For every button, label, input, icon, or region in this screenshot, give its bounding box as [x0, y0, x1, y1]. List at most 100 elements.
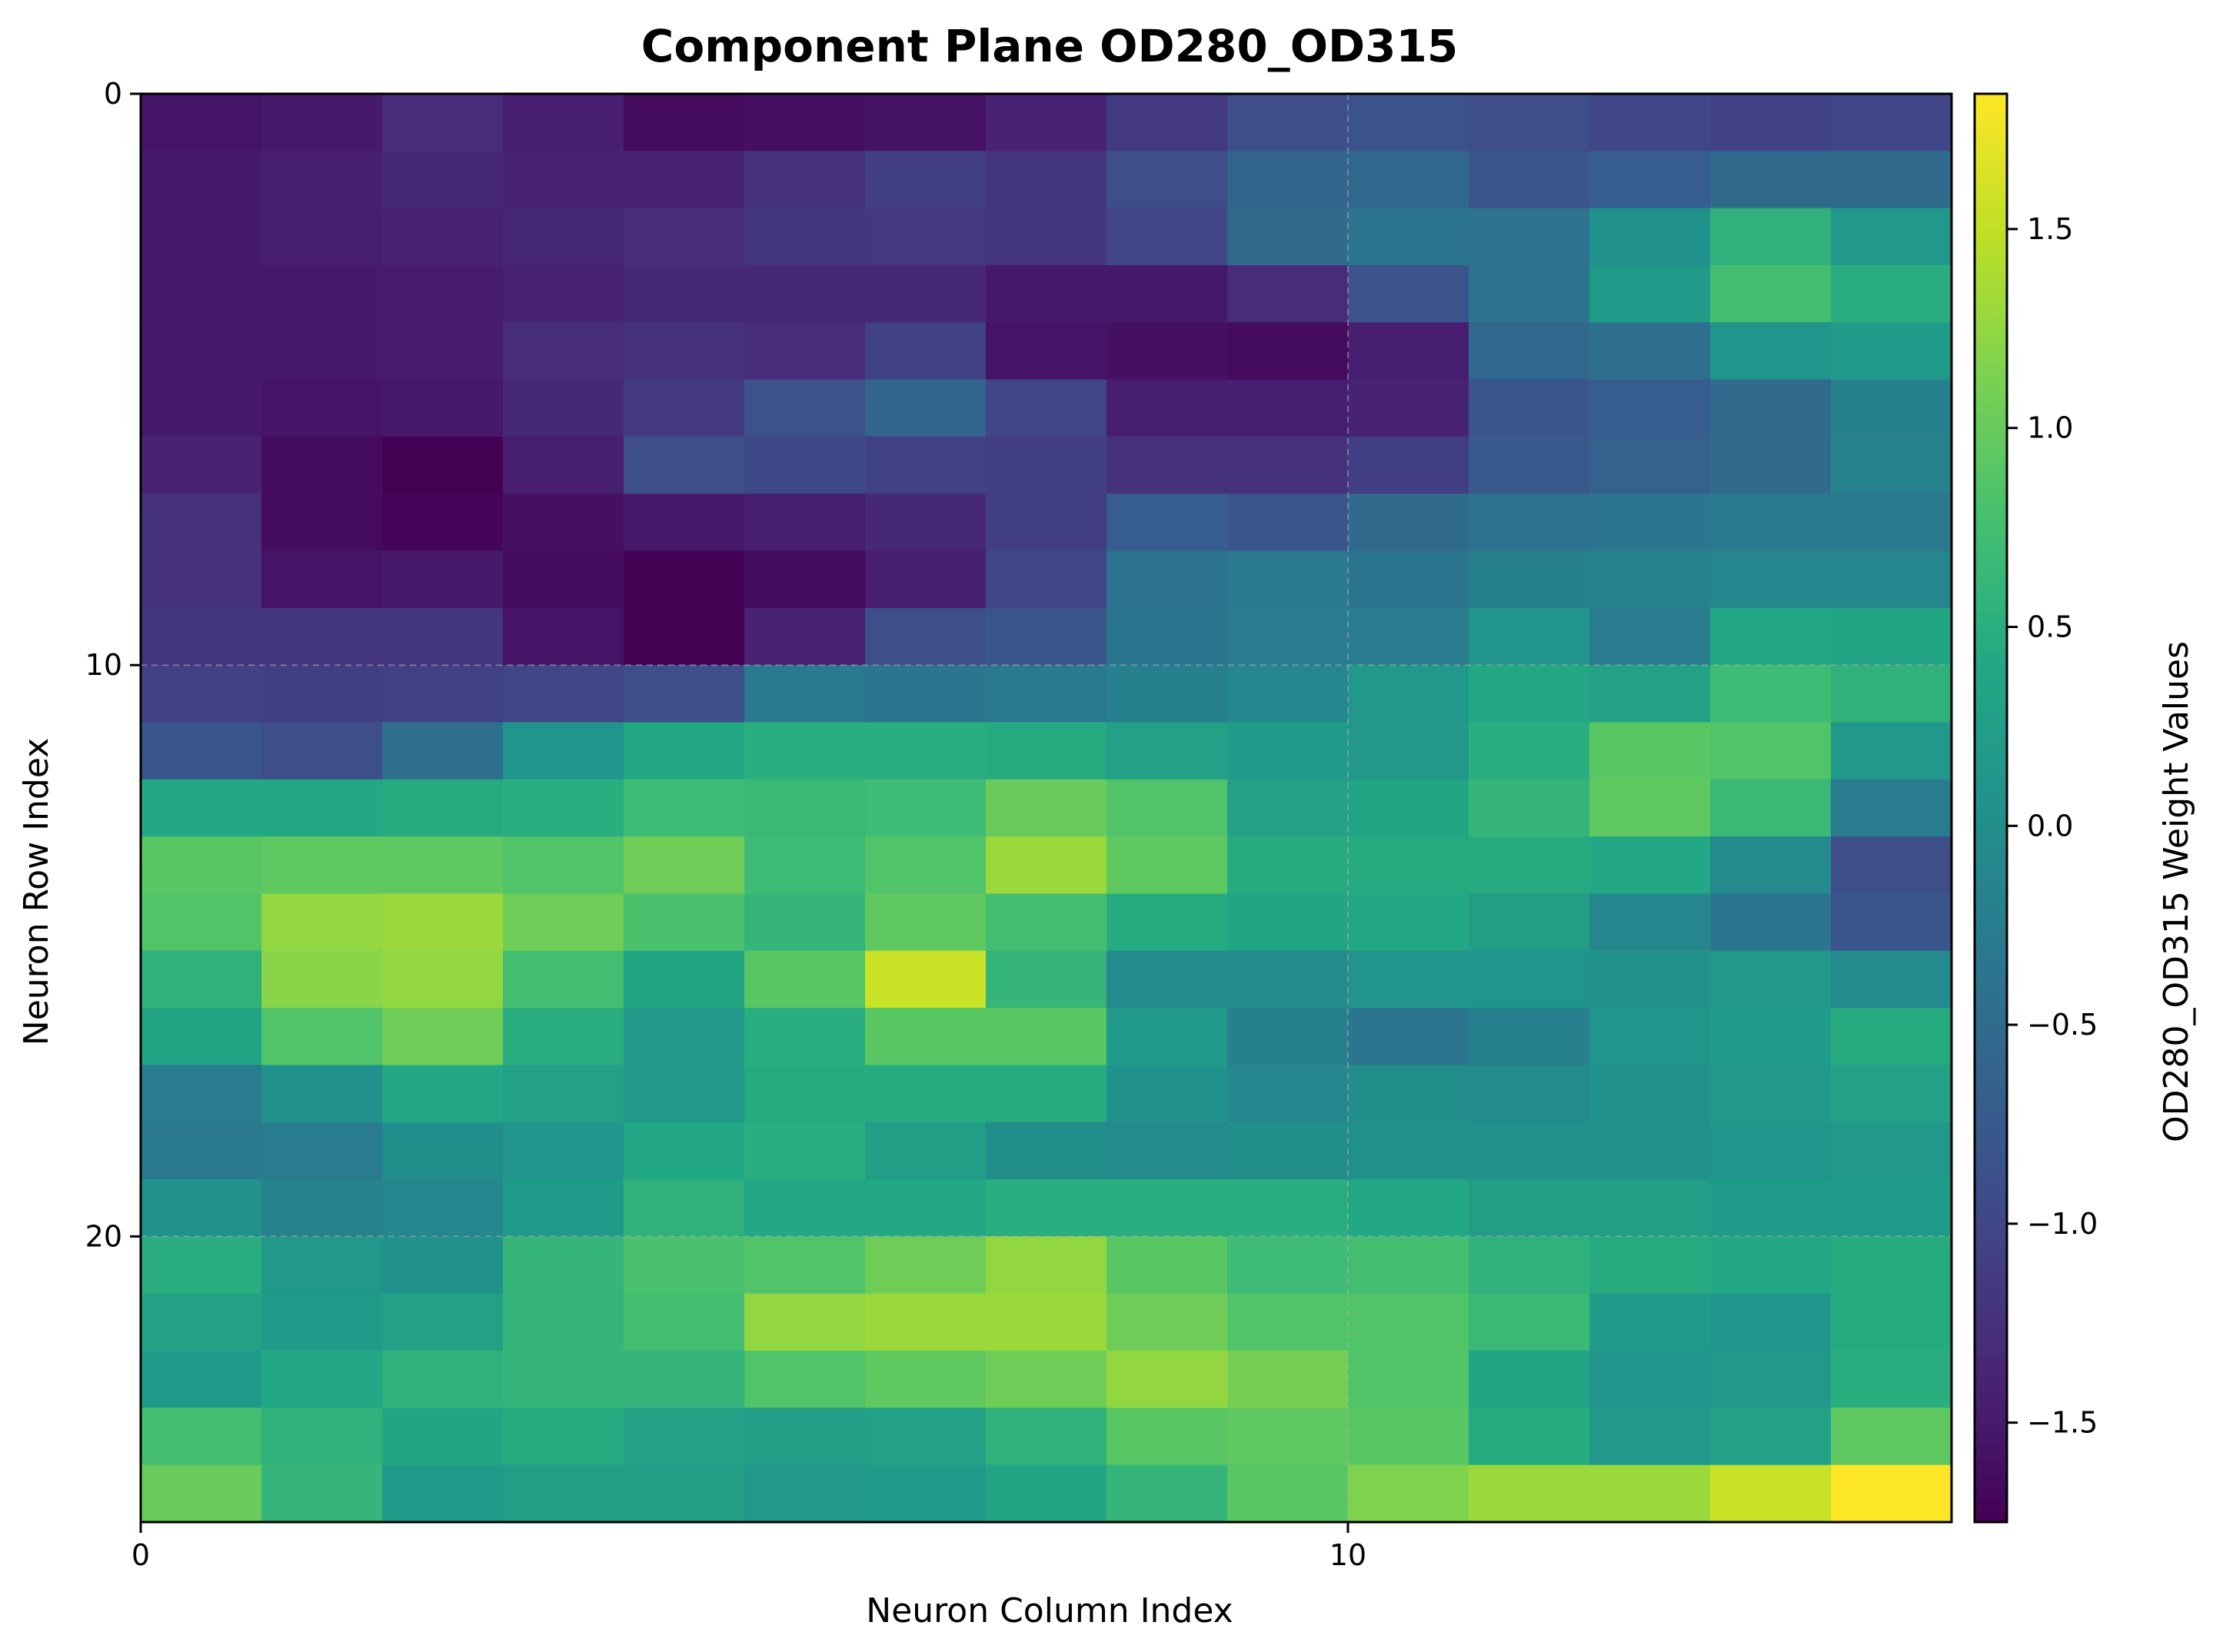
- heatmap-cell: [382, 836, 504, 895]
- heatmap-cell: [1831, 722, 1952, 780]
- heatmap-cell: [744, 1351, 866, 1408]
- heatmap-cell: [1589, 550, 1711, 609]
- heatmap-cell: [1831, 322, 1952, 381]
- heatmap-cell: [1469, 836, 1590, 895]
- heatmap-cell: [1469, 494, 1590, 552]
- heatmap-cell: [1589, 494, 1711, 552]
- heatmap-cell: [1469, 607, 1590, 666]
- heatmap-cell: [1227, 950, 1349, 1009]
- heatmap-cell: [382, 1122, 504, 1180]
- x-axis-label: Neuron Column Index: [866, 1591, 1233, 1630]
- heatmap-cell: [1107, 1236, 1228, 1295]
- heatmap-cell: [624, 1122, 745, 1180]
- heatmap-cell: [624, 1008, 745, 1066]
- heatmap-cell: [1227, 1236, 1349, 1295]
- y-axis-ticks: 0 10 20: [85, 77, 141, 1253]
- colorbar-tick-label: −0.5: [2027, 1008, 2098, 1042]
- heatmap-cell: [1469, 1008, 1590, 1066]
- heatmap-cell: [744, 1065, 866, 1123]
- heatmap-cell: [1589, 950, 1711, 1009]
- heatmap-cell: [1589, 151, 1711, 209]
- heatmap-cell: [1348, 1293, 1469, 1351]
- heatmap-cell: [382, 436, 504, 494]
- heatmap-cell: [503, 494, 624, 552]
- heatmap-cell: [1710, 1179, 1832, 1237]
- heatmap-cell: [865, 607, 987, 666]
- heatmap-cell: [1107, 893, 1228, 952]
- heatmap-cell: [382, 151, 504, 209]
- heatmap-cell: [1831, 1464, 1952, 1523]
- heatmap-cell: [141, 1351, 262, 1408]
- heatmap-cell: [1831, 1008, 1952, 1066]
- heatmap-cell: [1589, 208, 1711, 266]
- heatmap-cell: [1107, 1008, 1228, 1066]
- heatmap-cell: [1469, 94, 1590, 151]
- heatmap-cell: [1348, 779, 1469, 837]
- heatmap-cell: [865, 550, 987, 609]
- heatmap-cell: [503, 379, 624, 437]
- heatmap-cell: [1469, 379, 1590, 437]
- heatmap-cell: [1710, 1351, 1832, 1408]
- heatmap-cell: [744, 436, 866, 494]
- heatmap-cell: [1469, 722, 1590, 780]
- heatmap-cell: [141, 264, 262, 323]
- heatmap-cell: [986, 550, 1107, 609]
- colorbar-tick-label: 1.0: [2027, 411, 2073, 445]
- heatmap-cell: [1107, 151, 1228, 209]
- grid-lines: [141, 94, 1952, 1522]
- heatmap-cell: [382, 779, 504, 837]
- heatmap-cell: [744, 836, 866, 895]
- heatmap-cell: [1107, 1408, 1228, 1466]
- heatmap-cell: [1348, 1065, 1469, 1123]
- heatmap-cell: [1348, 1408, 1469, 1466]
- heatmap-cell: [865, 665, 987, 723]
- heatmap-cell: [261, 665, 383, 723]
- heatmap-cell: [503, 1408, 624, 1466]
- heatmap-cell: [1227, 151, 1349, 209]
- colorbar-tick-label: −1.0: [2027, 1207, 2098, 1241]
- heatmap-cell: [261, 322, 383, 381]
- heatmap-cell: [1348, 208, 1469, 266]
- heatmap-cell: [865, 208, 987, 266]
- heatmap-cell: [1831, 94, 1952, 151]
- heatmap-cell: [986, 1351, 1107, 1408]
- heatmap-cell: [1348, 893, 1469, 952]
- heatmap-cell: [744, 208, 866, 266]
- heatmap-cell: [382, 1236, 504, 1295]
- heatmap-cell: [1348, 264, 1469, 323]
- heatmap-cell: [1107, 264, 1228, 323]
- heatmap-cell: [1831, 1179, 1952, 1237]
- heatmap-cell: [624, 1351, 745, 1408]
- heatmap-cell: [141, 322, 262, 381]
- heatmap-cell: [382, 1065, 504, 1123]
- heatmap-cell: [1469, 1065, 1590, 1123]
- colorbar: [1973, 92, 2008, 1524]
- heatmap-cell: [865, 94, 987, 151]
- heatmap-cell: [1107, 1065, 1228, 1123]
- heatmap-cell: [1831, 607, 1952, 666]
- heatmap-cell: [865, 264, 987, 323]
- heatmap-cell: [1227, 264, 1349, 323]
- colorbar-tick-label: 1.5: [2027, 212, 2073, 246]
- heatmap-cell: [1831, 779, 1952, 837]
- heatmap-cell: [261, 264, 383, 323]
- heatmap-cell: [1589, 665, 1711, 723]
- heatmap-cell: [141, 1122, 262, 1180]
- heatmap-cell: [382, 665, 504, 723]
- heatmap-cell: [624, 1293, 745, 1351]
- heatmap-cell: [141, 779, 262, 837]
- heatmap-cell: [141, 1008, 262, 1066]
- heatmap-cell: [141, 665, 262, 723]
- heatmap-cell: [1710, 722, 1832, 780]
- heatmap-cell: [624, 1464, 745, 1523]
- heatmap-cell: [1831, 208, 1952, 266]
- heatmap-cell: [1710, 1236, 1832, 1295]
- heatmap-cell: [1469, 779, 1590, 837]
- heatmap-cell: [1107, 550, 1228, 609]
- heatmap-cell: [1107, 1122, 1228, 1180]
- heatmap-cell: [986, 1293, 1107, 1351]
- heatmap-cell: [1710, 893, 1832, 952]
- heatmap-cell: [1348, 436, 1469, 494]
- heatmap-cell: [141, 94, 262, 151]
- heatmap-cell: [1831, 494, 1952, 552]
